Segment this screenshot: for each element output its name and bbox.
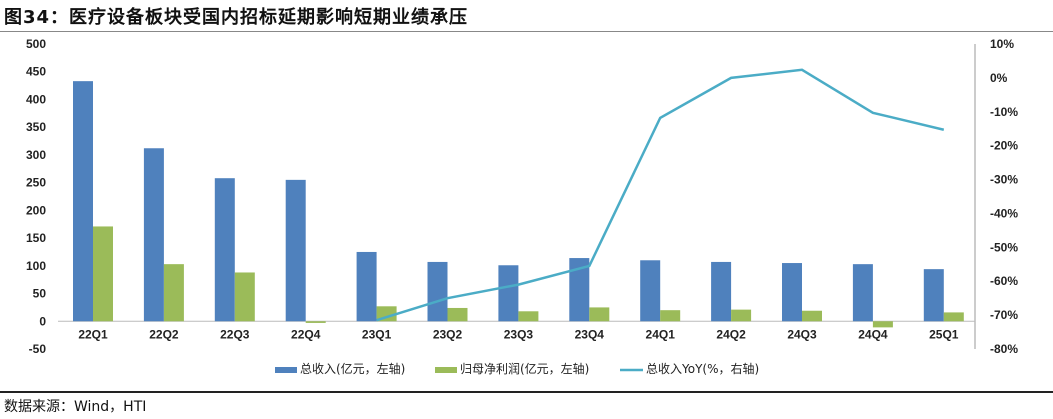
- left-axis-tick: 200: [26, 203, 46, 217]
- revenue-bar: [143, 148, 164, 322]
- category-label: 23Q1: [362, 327, 392, 341]
- profit-bar: [234, 272, 255, 322]
- category-label: 23Q2: [433, 327, 463, 341]
- revenue-bar: [214, 178, 235, 322]
- revenue-bar: [569, 258, 590, 322]
- revenue-bar: [498, 265, 519, 322]
- title-divider: [0, 31, 1053, 32]
- category-label: 22Q1: [78, 327, 108, 341]
- profit-bar: [943, 312, 964, 322]
- revenue-bar: [427, 261, 448, 322]
- category-label: 24Q1: [646, 327, 676, 341]
- right-axis-tick: -10%: [990, 105, 1018, 119]
- left-axis-tick: 0: [39, 314, 46, 328]
- left-axis-tick: 250: [26, 176, 46, 190]
- category-label: 22Q4: [291, 327, 321, 341]
- profit-bar: [447, 307, 468, 322]
- revenue-bar: [356, 251, 377, 322]
- revenue-bar: [923, 269, 944, 322]
- revenue-bar: [711, 261, 732, 322]
- legend-swatch-revenue: [275, 367, 297, 373]
- profit-bar: [305, 321, 326, 323]
- left-axis-tick: 450: [26, 65, 46, 79]
- left-axis-tick: 150: [26, 231, 46, 245]
- right-axis-tick: 10%: [990, 37, 1014, 51]
- profit-bar: [660, 310, 681, 322]
- chart-title: 图34：医疗设备板块受国内招标延期影响短期业绩承压: [4, 7, 469, 28]
- profit-bar: [93, 226, 113, 322]
- profit-bar: [589, 307, 610, 322]
- revenue-bar: [73, 81, 93, 322]
- category-label: 24Q2: [716, 327, 746, 341]
- revenue-bar: [640, 260, 661, 322]
- category-label: 23Q4: [575, 327, 605, 341]
- revenue-bar: [782, 263, 802, 322]
- category-label: 22Q3: [220, 327, 250, 341]
- category-label: 25Q1: [929, 327, 959, 341]
- profit-bar: [731, 309, 752, 322]
- legend-label-profit: 归母净利润(亿元，左轴): [460, 361, 589, 376]
- left-axis-tick: 300: [26, 148, 46, 162]
- right-axis-tick: 0%: [990, 71, 1008, 85]
- right-axis-tick: -70%: [990, 308, 1018, 322]
- profit-bar: [518, 311, 539, 322]
- category-label: 22Q2: [149, 327, 179, 341]
- left-axis-tick: 100: [26, 259, 46, 273]
- right-axis-tick: -50%: [990, 240, 1018, 254]
- profit-bar: [163, 264, 184, 322]
- right-axis-tick: -80%: [990, 342, 1018, 356]
- chart: -50 0 50 100 150 200 250 300 350 400 450 500 -80% -70…: [26, 37, 1018, 376]
- category-label: 24Q4: [858, 327, 888, 341]
- legend-swatch-profit: [435, 367, 457, 373]
- revenue-bar: [285, 179, 306, 322]
- revenue-bar: [852, 264, 873, 322]
- legend-label-yoy: 总收入YoY(%，右轴): [646, 361, 759, 376]
- left-axis-tick: 400: [26, 92, 46, 106]
- left-axis-tick: -50: [29, 342, 47, 356]
- left-axis-tick: 350: [26, 120, 46, 134]
- yoy-line: [376, 68, 945, 322]
- legend-label-revenue: 总收入(亿元，左轴): [300, 361, 405, 376]
- bottom-divider: [0, 391, 1053, 393]
- category-label: 24Q3: [787, 327, 817, 341]
- right-axis-tick: -60%: [990, 274, 1018, 288]
- profit-bar: [802, 310, 822, 322]
- left-axis-tick: 500: [26, 37, 46, 51]
- source-note: 数据来源：Wind，HTI: [4, 399, 147, 415]
- right-axis-tick: -30%: [990, 173, 1018, 187]
- category-label: 23Q3: [504, 327, 534, 341]
- right-axis-tick: -40%: [990, 206, 1018, 220]
- left-axis-tick: 50: [33, 287, 47, 301]
- right-axis-tick: -20%: [990, 139, 1018, 153]
- profit-bar: [872, 321, 893, 328]
